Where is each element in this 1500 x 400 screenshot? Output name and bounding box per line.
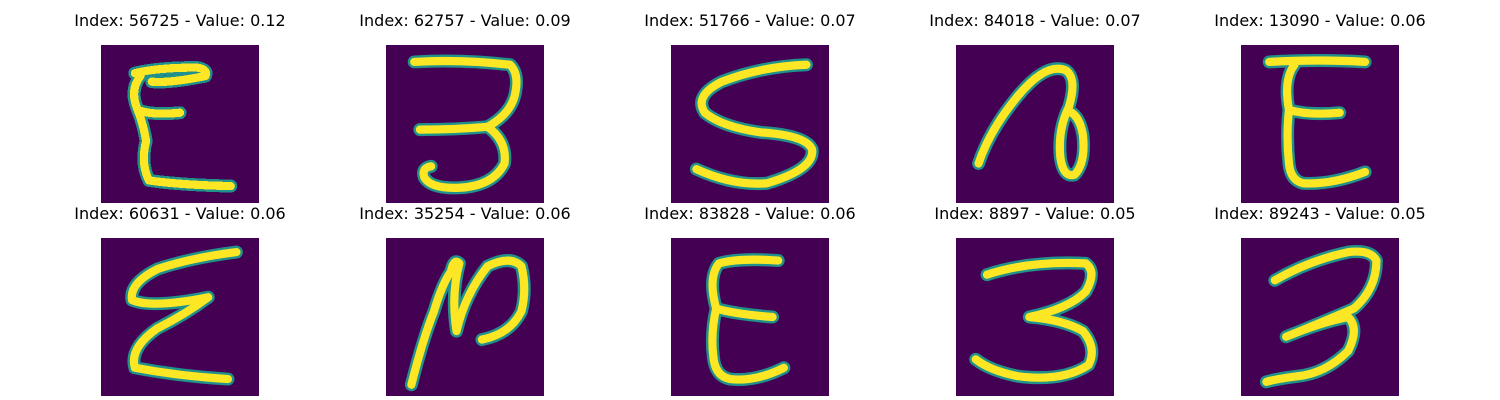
image-panel: Index: 35254 - Value: 0.06 (345, 203, 585, 396)
handwritten-character-image (671, 45, 829, 203)
image-panel: Index: 83828 - Value: 0.06 (630, 203, 870, 396)
panel-title: Index: 35254 - Value: 0.06 (359, 204, 571, 223)
panel-title: Index: 8897 - Value: 0.05 (934, 204, 1136, 223)
handwritten-character-image (386, 45, 544, 203)
handwritten-character-image (956, 45, 1114, 203)
panel-title: Index: 84018 - Value: 0.07 (929, 11, 1141, 30)
image-panel: Index: 60631 - Value: 0.06 (60, 203, 300, 396)
handwritten-character-image (101, 238, 259, 396)
image-panel: Index: 51766 - Value: 0.07 (630, 10, 870, 203)
image-panel: Index: 62757 - Value: 0.09 (345, 10, 585, 203)
handwritten-character-image (956, 238, 1114, 396)
image-panel: Index: 56725 - Value: 0.12 (60, 10, 300, 203)
panel-title: Index: 62757 - Value: 0.09 (359, 11, 571, 30)
image-panel: Index: 89243 - Value: 0.05 (1200, 203, 1440, 396)
image-panel: Index: 8897 - Value: 0.05 (915, 203, 1155, 396)
image-panel: Index: 13090 - Value: 0.06 (1200, 10, 1440, 203)
handwritten-character-image (1241, 45, 1399, 203)
handwritten-character-image (101, 45, 259, 203)
handwritten-character-image (671, 238, 829, 396)
panel-title: Index: 60631 - Value: 0.06 (74, 204, 286, 223)
handwritten-character-image (1241, 238, 1399, 396)
panel-title: Index: 56725 - Value: 0.12 (74, 11, 286, 30)
panel-title: Index: 89243 - Value: 0.05 (1214, 204, 1426, 223)
image-panel: Index: 84018 - Value: 0.07 (915, 10, 1155, 203)
panel-title: Index: 51766 - Value: 0.07 (644, 11, 856, 30)
handwritten-character-image (386, 238, 544, 396)
panel-title: Index: 83828 - Value: 0.06 (644, 204, 856, 223)
panel-title: Index: 13090 - Value: 0.06 (1214, 11, 1426, 30)
